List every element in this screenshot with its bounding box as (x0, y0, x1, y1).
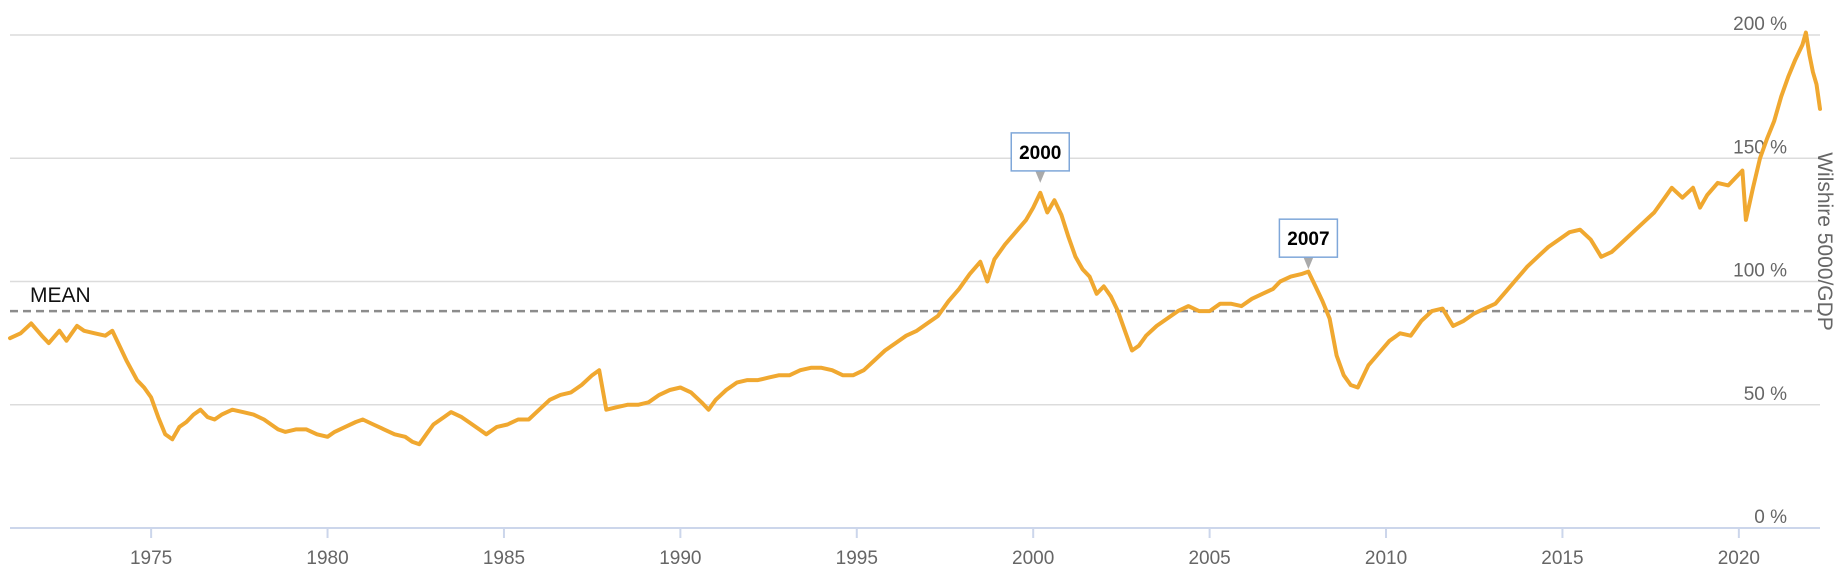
y-tick-label: 200 % (1733, 14, 1787, 35)
annotation-box (1010, 132, 1071, 172)
x-tick-label: 1985 (483, 548, 525, 569)
mean-label: MEAN (30, 284, 91, 307)
y-tick-label: 50 % (1744, 384, 1787, 405)
x-tick-label: 2005 (1188, 548, 1230, 569)
x-tick-label: 2000 (1012, 548, 1054, 569)
grid (10, 34, 1820, 406)
annotation-label: 2000 (1019, 143, 1061, 164)
x-tick-label: 1980 (306, 548, 348, 569)
x-tick-label: 2020 (1718, 548, 1760, 569)
series-group (8, 30, 1822, 447)
y-axis: 0 % 50 % 100 % 150 % 200 % (1733, 14, 1787, 528)
y-axis-title: Wilshire 5000/GDP (1813, 152, 1836, 331)
annotation-2000: 2000 (1010, 132, 1071, 183)
x-tick-label: 2010 (1365, 548, 1407, 569)
y-tick-label: 0 % (1754, 507, 1787, 528)
y-tick-label: 150 % (1733, 137, 1787, 158)
series-line (8, 30, 1822, 447)
x-tick-label: 1990 (659, 548, 701, 569)
x-tick-label: 1975 (130, 548, 172, 569)
annotation-pointer (1035, 170, 1046, 183)
x-axis: 1975 1980 1985 1990 1995 2000 2005 2010 2015 2020 (10, 527, 1820, 569)
annotations: 2000 2007 (1010, 132, 1339, 270)
annotation-2007: 2007 (1278, 218, 1339, 270)
annotation-box (1278, 218, 1339, 258)
annotation-pointer (1303, 257, 1314, 270)
y-tick-label: 100 % (1733, 261, 1787, 282)
mean-line-group: MEAN (10, 284, 1820, 313)
x-tick-label: 2015 (1541, 548, 1583, 569)
annotation-label: 2007 (1287, 229, 1329, 250)
x-tick-label: 1995 (836, 548, 878, 569)
